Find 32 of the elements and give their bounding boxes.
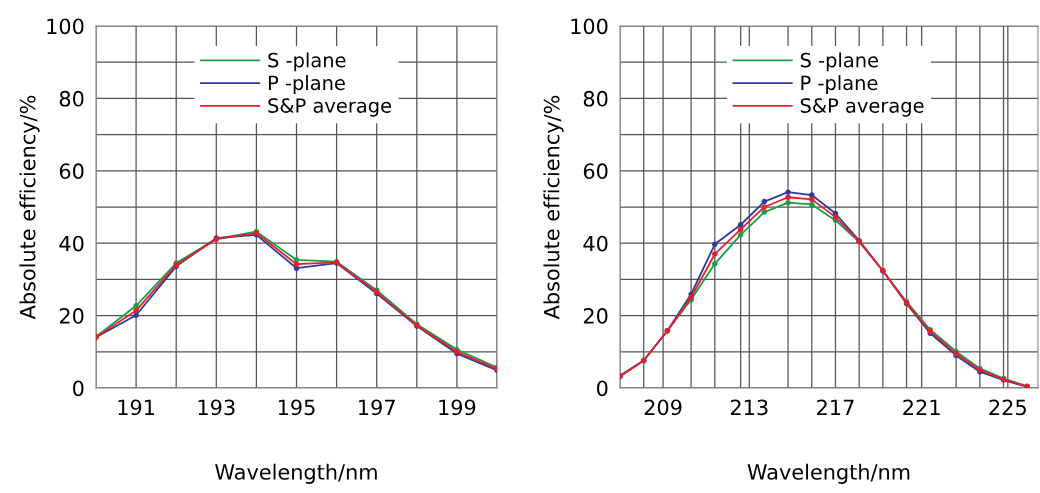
x-axis-title: Wavelength/nm [215,463,377,484]
y-tick-label: 40 [583,235,608,252]
legend-label: P -plane [268,75,345,94]
legend-label: S -plane [800,52,878,72]
y-tick-label: 80 [59,90,84,107]
y-tick-label: 100 [47,18,84,35]
y-tick-label: 0 [597,380,608,397]
y-axis-title: Absolute efficiency/% [543,95,564,320]
x-tick-label: 221 [903,399,940,415]
y-tick-label: 60 [583,163,608,180]
x-tick-label: 195 [278,399,315,416]
x-axis-title: Wavelength/nm [747,463,910,484]
y-tick-label: 80 [583,90,608,107]
x-tick-label: 209 [644,399,682,416]
y-tick-label: 40 [59,235,84,252]
y-tick-label: 0 [73,380,84,397]
y-tick-label: 100 [571,18,608,35]
y-axis-title: Absolute efficiency/% [19,95,40,320]
x-tick-label: 197 [359,399,395,416]
x-tick-label: 217 [817,399,854,415]
legend-label: P -plane [801,75,878,94]
x-tick-label: 213 [730,399,768,416]
legend-label: S -plane [268,52,346,72]
y-tick-label: 60 [59,163,84,180]
legend-label: S&P average [800,98,924,117]
x-tick-label: 191 [118,399,155,416]
x-tick-label: 193 [198,399,235,416]
y-tick-label: 20 [59,308,84,324]
x-tick-label: 225 [989,399,1026,416]
legend-label: S&P average [268,98,392,117]
x-tick-label: 199 [439,399,476,416]
y-tick-label: 20 [583,308,608,324]
